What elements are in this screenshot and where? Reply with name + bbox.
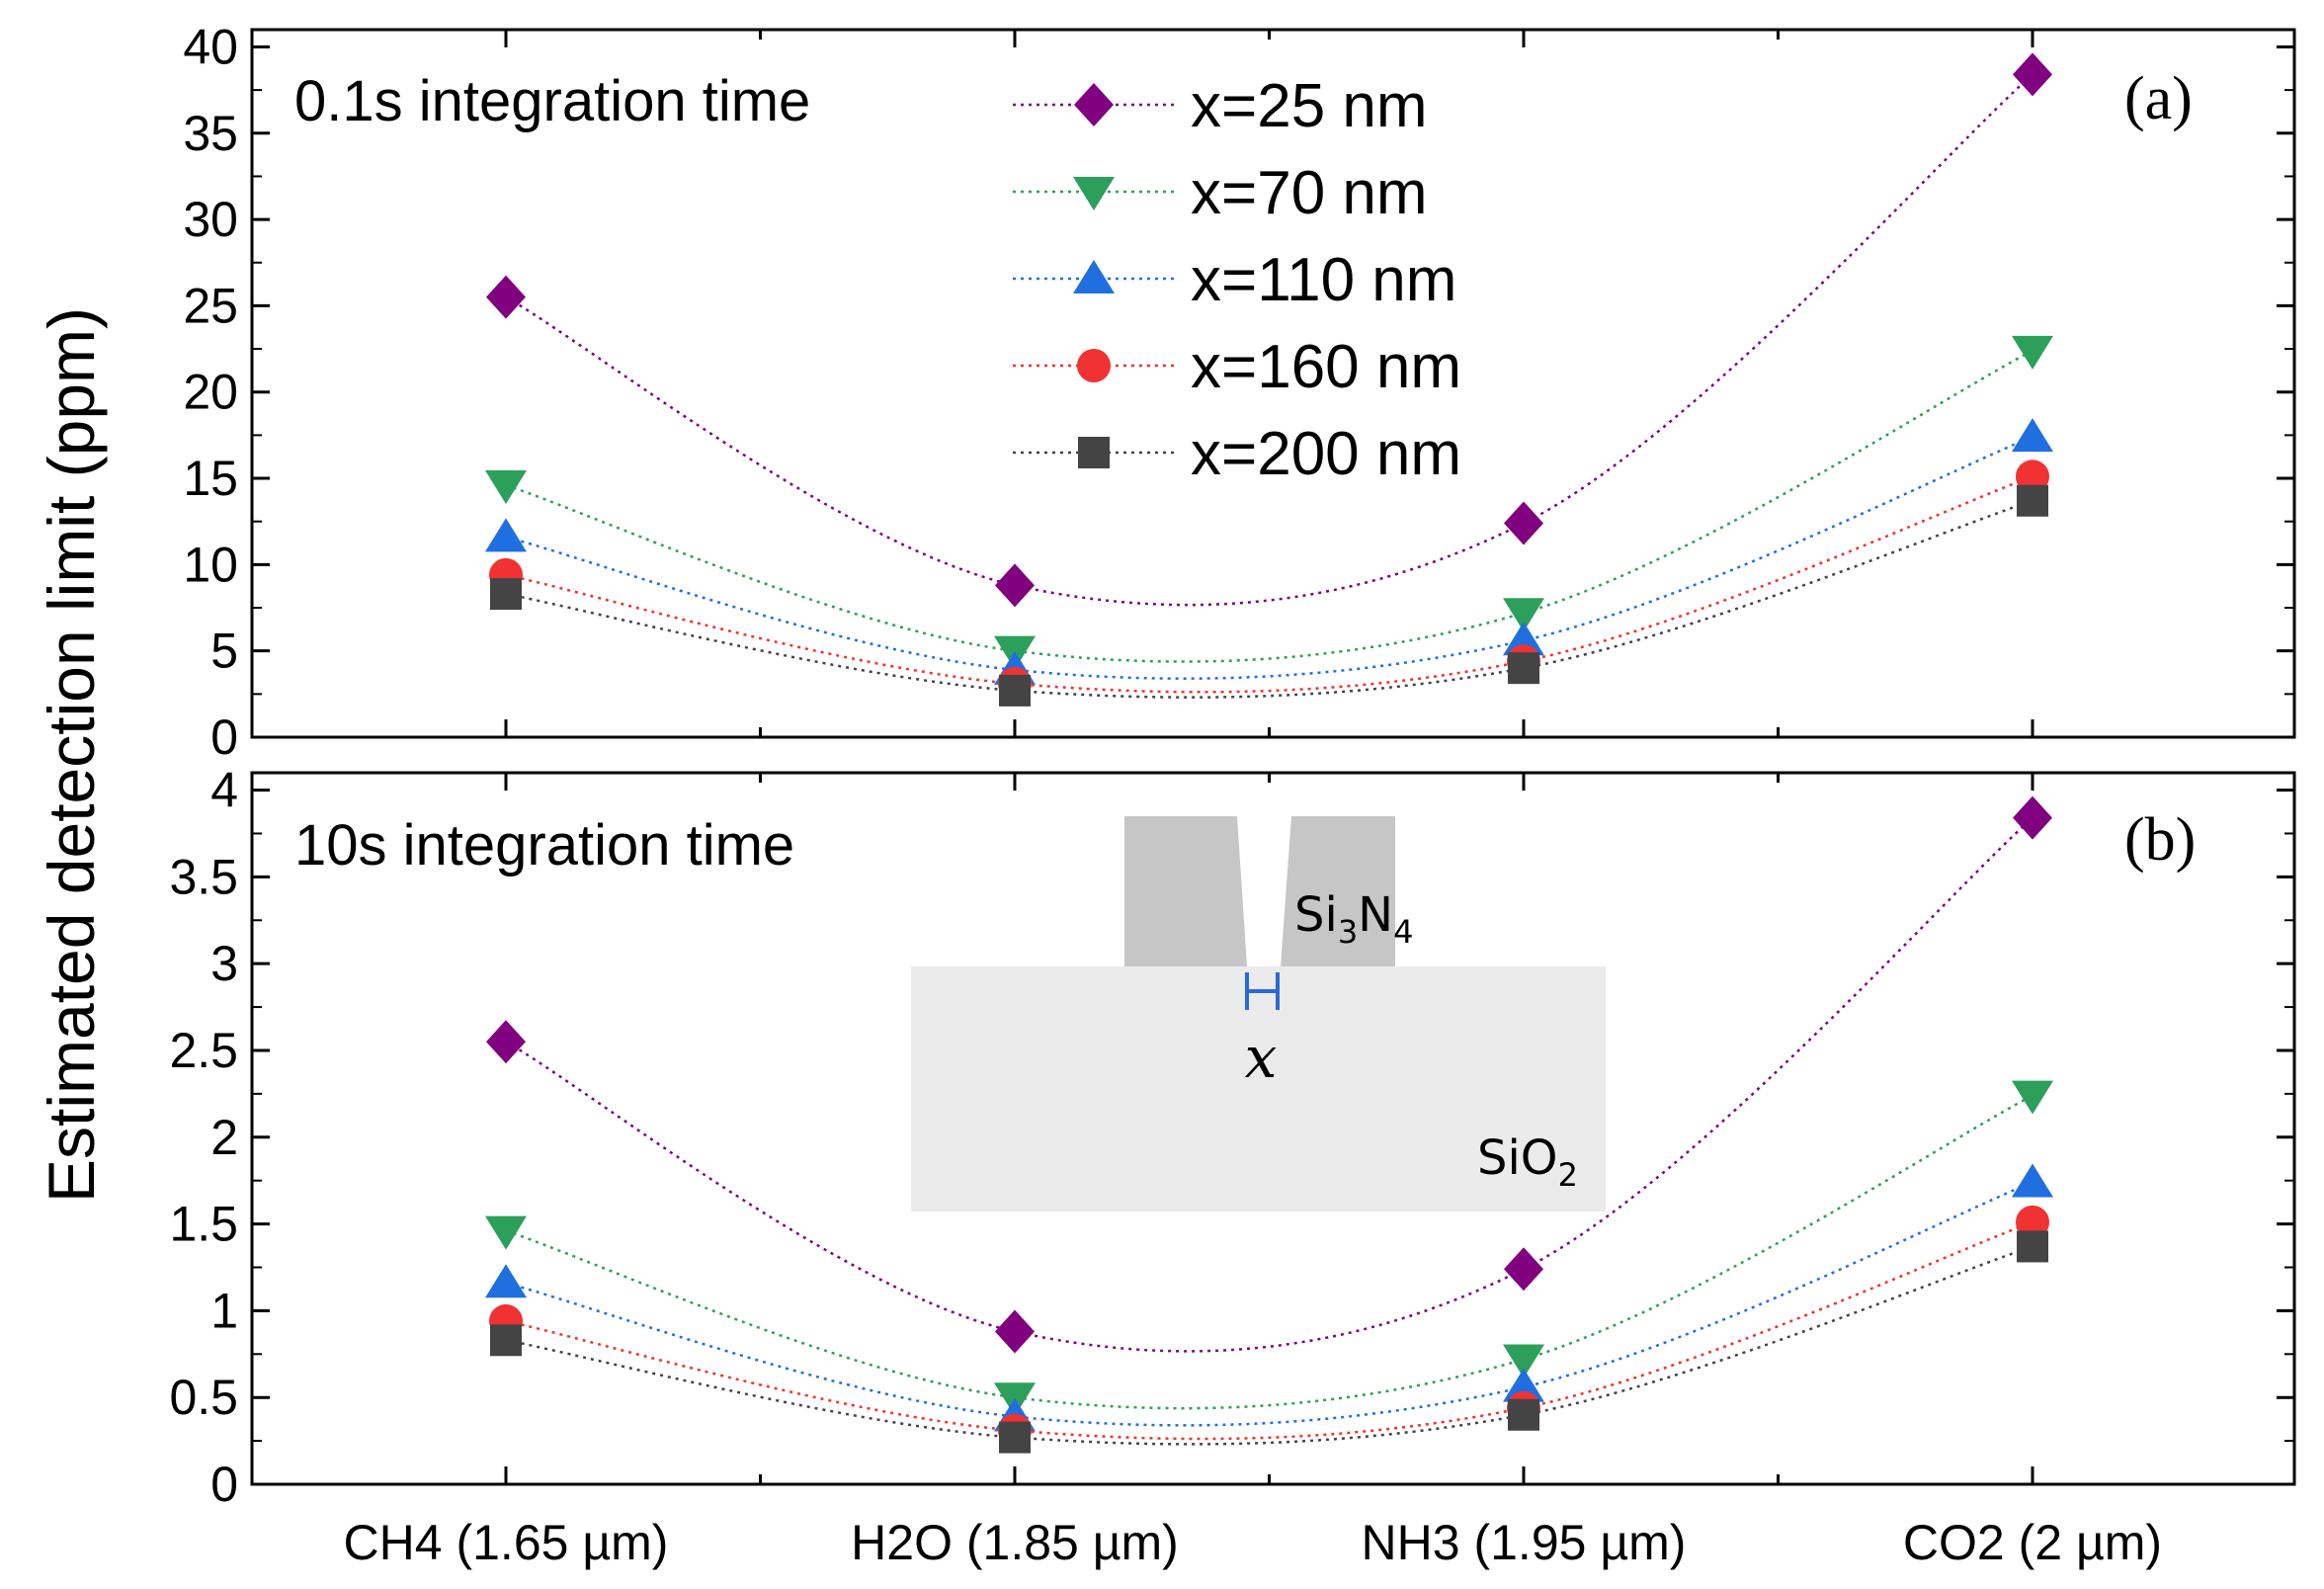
y-tick-label: 10 [183,537,238,592]
data-point-x-25-nm [995,563,1035,608]
si3n4-right-rail [1281,816,1395,966]
data-point-x-25-nm [1504,501,1543,545]
y-tick-label: 3 [210,936,238,991]
legend: x=25 nm x=70 nm x=110 nm x=160 nm x=200 nm [1013,72,1461,488]
y-axis-label: Estimated detection limit (ppm) [35,307,108,1203]
panel-a-ticks: 0 5 10 15 20 25 30 35 40 [183,19,2294,765]
series-line-x-70-nm [505,1094,2034,1410]
data-point-x-25-nm [995,1309,1035,1354]
panel-a: 0 5 10 15 20 25 30 35 40 0.1s integration time (… [183,19,2296,765]
data-point-x-25-nm [2013,52,2052,97]
data-point-x-160-nm [2016,1205,2049,1239]
data-point-x-200-nm [490,578,522,611]
panel-a-frame [250,28,2296,739]
data-point-x-25-nm [2013,795,2052,840]
panel-a-label: (a) [2124,65,2193,132]
series-line-x-200-nm [505,1245,2034,1446]
y-tick-label: 30 [183,192,238,247]
y-tick-label: 2 [210,1110,238,1165]
y-tick-label: 20 [183,365,238,420]
y-tick-label: 4 [210,763,238,818]
data-point-x-200-nm [2017,1230,2048,1263]
legend-marker-x-110-nm [1073,260,1115,293]
legend-label-x-25-nm: x=25 nm [1191,72,1428,140]
data-point-x-110-nm [2012,1163,2053,1198]
series-line-x-110-nm [505,1181,2034,1427]
y-tick-label: 0 [210,1457,238,1512]
panel-b-ticks: 0 0.5 1 1.5 2 2.5 3 3.5 4 [169,763,2294,1512]
y-tick-label: 25 [183,278,238,333]
sio2-substrate [911,966,1606,1212]
y-tick-label: 1 [210,1283,238,1338]
x-tick-label: CH4 (1.65 µm) [344,1515,669,1570]
y-tick-label: 0.5 [169,1370,238,1425]
waveguide-inset: 𝑥 Si3N4 SiO2 [911,816,1606,1212]
legend-label-x-110-nm: x=110 nm [1191,246,1456,314]
series-line-x-70-nm [505,349,2034,663]
panel-b-series [485,795,2053,1454]
data-point-x-200-nm [490,1324,522,1357]
panel-a-annotation: 0.1s integration time [294,69,810,133]
gap-dimension-marker [1245,972,1280,1010]
gap-symbol: 𝑥 [1245,1024,1278,1091]
x-tick-label: NH3 (1.95 µm) [1362,1515,1687,1570]
data-point-x-70-nm [2012,1080,2053,1115]
data-point-x-200-nm [999,1421,1031,1454]
y-tick-label: 5 [210,624,238,679]
y-tick-label: 40 [183,19,238,74]
data-point-x-110-nm [485,1264,527,1298]
legend-marker-x-160-nm [1077,349,1111,382]
x-tick-label: H2O (1.85 µm) [851,1515,1179,1570]
panel-b-label: (b) [2124,806,2196,874]
legend-marker-x-200-nm [1078,437,1110,468]
series-line-x-160-nm [505,1220,2034,1441]
legend-label-x-200-nm: x=200 nm [1191,420,1461,488]
y-tick-label: 35 [183,106,238,161]
y-tick-label: 1.5 [169,1197,238,1252]
panel-b-annotation: 10s integration time [294,813,794,878]
data-point-x-110-nm [485,518,527,552]
y-tick-label: 0 [210,710,238,765]
data-point-x-25-nm [486,1020,526,1064]
legend-label-x-70-nm: x=70 nm [1191,159,1428,227]
data-point-x-70-nm [1503,1344,1544,1379]
legend-marker-x-70-nm [1073,177,1115,210]
series-line-x-25-nm [505,816,2034,1353]
data-point-x-200-nm [1508,652,1539,685]
x-tick-labels: CH4 (1.65 µm) H2O (1.85 µm) NH3 (1.95 µm) C… [344,1515,2163,1570]
legend-marker-x-25-nm [1074,83,1114,126]
data-point-x-70-nm [485,470,527,505]
data-point-x-25-nm [486,275,526,319]
y-tick-label: 2.5 [169,1023,238,1078]
panel-a-series [485,52,2053,707]
si3n4-label: Si3N4 [1294,887,1413,951]
data-point-x-110-nm [2012,418,2053,453]
data-point-x-200-nm [999,674,1031,707]
panel-b-frame [250,771,2296,1486]
data-point-x-110-nm [1503,622,1544,656]
data-point-x-70-nm [485,1215,527,1250]
data-point-x-25-nm [1504,1247,1543,1292]
y-tick-label: 15 [183,451,238,506]
panel-b: 0 0.5 1 1.5 2 2.5 3 3.5 4 𝑥 Si3N4 SiO2 10s integ… [169,763,2296,1512]
sio2-label: SiO2 [1477,1130,1578,1194]
series-line-x-200-nm [505,499,2034,699]
data-point-x-70-nm [2012,335,2053,370]
si3n4-left-rail [1124,816,1247,966]
data-point-x-200-nm [2017,484,2048,517]
data-point-x-200-nm [1508,1398,1539,1431]
series-line-x-25-nm [505,73,2034,607]
data-point-x-110-nm [1503,1368,1544,1402]
data-point-x-70-nm [1503,598,1544,632]
legend-label-x-160-nm: x=160 nm [1191,333,1461,401]
y-tick-label: 3.5 [169,849,238,904]
x-tick-label: CO2 (2 µm) [1903,1515,2162,1570]
